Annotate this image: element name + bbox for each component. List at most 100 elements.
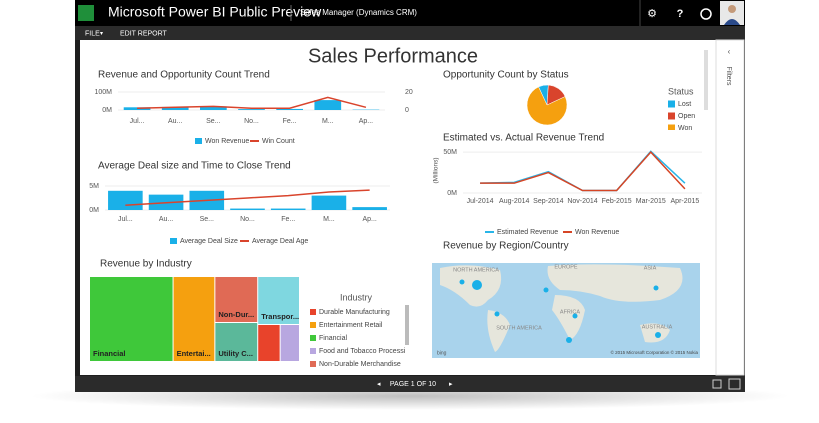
region-label: AUSTRALIA bbox=[642, 324, 673, 330]
legend-label: Open bbox=[678, 113, 695, 120]
map-attribution: © 2015 Microsoft Corporation © 2015 Noki… bbox=[611, 349, 699, 355]
menu-file[interactable]: FILE bbox=[85, 30, 100, 37]
legend-swatch bbox=[195, 138, 202, 144]
x-tick-label: No... bbox=[240, 216, 255, 223]
x-tick-label: Au... bbox=[159, 216, 173, 223]
chart-title: Average Deal size and Time to Close Tren… bbox=[98, 161, 291, 172]
bar bbox=[312, 196, 347, 210]
legend-swatch bbox=[310, 361, 316, 367]
legend-label: Entertainment Retail bbox=[319, 322, 383, 329]
legend-label: Lost bbox=[678, 101, 691, 108]
legend-label: Won Revenue bbox=[205, 138, 249, 145]
scrollbar bbox=[704, 50, 708, 110]
x-tick-label: M... bbox=[323, 216, 335, 223]
x-tick-label: Mar-2015 bbox=[636, 198, 666, 205]
report-title: Sales Performance bbox=[308, 45, 478, 67]
legend-swatch bbox=[170, 238, 177, 244]
chart-title: Revenue by Industry bbox=[100, 259, 192, 270]
legend-label: Non-Durable Merchandise bbox=[319, 361, 401, 368]
legend-title: Status bbox=[668, 86, 694, 96]
help-icon[interactable]: ? bbox=[677, 8, 684, 20]
map-bubble[interactable] bbox=[655, 332, 661, 338]
chart-title: Revenue by Region/Country bbox=[443, 241, 569, 252]
x-tick-label: Se... bbox=[200, 216, 214, 223]
legend-swatch bbox=[310, 348, 316, 354]
legend-label: Estimated Revenue bbox=[497, 229, 558, 236]
app-icon bbox=[78, 5, 94, 21]
x-tick-label: Feb-2015 bbox=[602, 198, 632, 205]
y-tick-label: 100M bbox=[94, 89, 112, 96]
x-tick-label: Ap... bbox=[359, 118, 373, 125]
y-axis-label: (Millions) bbox=[433, 158, 440, 184]
filters-label: Filters bbox=[725, 66, 732, 86]
legend-swatch bbox=[310, 309, 316, 315]
y-tick-label: 0M bbox=[89, 207, 99, 214]
map-provider: bing bbox=[437, 350, 447, 356]
chart-title: Estimated vs. Actual Revenue Trend bbox=[443, 133, 604, 144]
x-tick-label: M... bbox=[322, 118, 334, 125]
map-bubble[interactable] bbox=[544, 288, 549, 293]
legend-label: Durable Manufacturing bbox=[319, 309, 390, 316]
workspace[interactable]: Sales Manager (Dynamics CRM) bbox=[300, 8, 417, 17]
bar bbox=[276, 109, 303, 110]
region-label: EUROPE bbox=[554, 264, 578, 270]
bar bbox=[314, 100, 341, 110]
bar bbox=[108, 191, 143, 210]
tile-label: Utility C... bbox=[218, 349, 253, 358]
map-bubble[interactable] bbox=[495, 312, 500, 317]
legend-title: Industry bbox=[340, 292, 373, 302]
legend-label: Win Count bbox=[262, 138, 295, 145]
tile-label: Transpor... bbox=[261, 312, 299, 321]
legend-label: Financial bbox=[319, 335, 347, 342]
x-tick-label: Au... bbox=[168, 118, 182, 125]
x-tick-label: Ap... bbox=[362, 216, 376, 223]
x-tick-label: Jul... bbox=[118, 216, 133, 223]
avatar-head bbox=[728, 5, 736, 13]
app-title: Microsoft Power BI Public Preview bbox=[108, 4, 322, 20]
collapse-icon[interactable]: ‹ bbox=[728, 47, 731, 56]
map-bubble[interactable] bbox=[472, 280, 482, 290]
map-bubble[interactable] bbox=[460, 280, 465, 285]
bar bbox=[238, 109, 265, 110]
treemap-tile bbox=[258, 325, 279, 361]
settings-icon[interactable]: ⚙ bbox=[647, 8, 657, 20]
y-tick-label: 5M bbox=[89, 183, 99, 190]
tile-label: Financial bbox=[93, 349, 126, 358]
x-tick-label: Nov-2014 bbox=[567, 198, 597, 205]
x-tick-label: Aug-2014 bbox=[499, 198, 529, 205]
legend-label: Won Revenue bbox=[575, 229, 619, 236]
region-label: ASIA bbox=[644, 265, 657, 271]
map-bubble[interactable] bbox=[566, 337, 572, 343]
x-tick-label: Fe... bbox=[283, 118, 297, 125]
bar bbox=[271, 209, 306, 210]
legend-label: Average Deal Size bbox=[180, 238, 238, 245]
bar bbox=[230, 209, 265, 210]
y2-tick-label: 20 bbox=[405, 89, 413, 96]
next-page[interactable]: ▸ bbox=[449, 381, 453, 388]
x-tick-label: Apr-2015 bbox=[671, 198, 700, 205]
region-label: SOUTH AMERICA bbox=[496, 325, 542, 331]
chart-title: Opportunity Count by Status bbox=[443, 70, 569, 81]
legend-swatch bbox=[668, 113, 675, 120]
menu-bar bbox=[75, 26, 745, 40]
bar bbox=[352, 207, 387, 210]
y2-tick-label: 0 bbox=[405, 107, 409, 114]
tile-label: Non-Dur... bbox=[218, 310, 254, 319]
x-tick-label: No... bbox=[244, 118, 259, 125]
menu-arrow: ▾ bbox=[100, 31, 103, 37]
region-label: NORTH AMERICA bbox=[453, 267, 499, 273]
menu-edit[interactable]: EDIT REPORT bbox=[120, 30, 168, 37]
filters-pane[interactable] bbox=[716, 40, 744, 375]
x-tick-label: Fe... bbox=[281, 216, 295, 223]
map-bubble[interactable] bbox=[654, 286, 659, 291]
legend-scrollbar bbox=[405, 305, 409, 345]
y-tick-label: 0M bbox=[447, 190, 457, 197]
legend-swatch bbox=[668, 101, 675, 108]
chart-title: Revenue and Opportunity Count Trend bbox=[98, 70, 270, 81]
x-tick-label: Se... bbox=[206, 118, 220, 125]
prev-page[interactable]: ◂ bbox=[377, 381, 381, 388]
legend-label: Average Deal Age bbox=[252, 238, 308, 245]
pager: PAGE 1 OF 10 bbox=[390, 381, 436, 388]
legend-label: Food and Tobacco Processi bbox=[319, 348, 406, 355]
